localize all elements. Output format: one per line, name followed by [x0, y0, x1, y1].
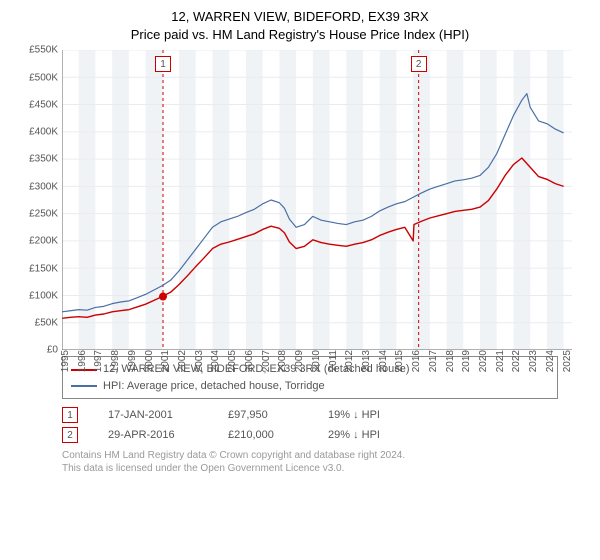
x-tick-label: 1996 [75, 350, 88, 372]
x-tick-label: 2014 [376, 350, 389, 372]
annotation-row: 2 29-APR-2016 £210,000 29% ↓ HPI [62, 425, 558, 445]
x-tick-label: 2013 [359, 350, 372, 372]
x-tick-label: 2025 [560, 350, 573, 372]
x-tick-label: 2016 [409, 350, 422, 372]
x-tick-label: 2020 [476, 350, 489, 372]
credits-line: This data is licensed under the Open Gov… [62, 462, 558, 475]
x-tick-label: 2022 [509, 350, 522, 372]
x-tick-label: 2017 [426, 350, 439, 372]
x-tick-label: 2006 [242, 350, 255, 372]
y-tick-label: £300K [29, 181, 62, 192]
sale-marker-dot [159, 293, 167, 301]
chart-title: 12, WARREN VIEW, BIDEFORD, EX39 3RX Pric… [12, 8, 588, 44]
y-tick-label: £450K [29, 99, 62, 110]
annotation-number-box: 2 [62, 427, 78, 443]
x-tick-label: 2021 [493, 350, 506, 372]
x-tick-label: 2000 [142, 350, 155, 372]
x-tick-label: 2002 [175, 350, 188, 372]
y-tick-label: £350K [29, 154, 62, 165]
x-tick-label: 2010 [309, 350, 322, 372]
x-tick-label: 2024 [543, 350, 556, 372]
y-tick-label: £50K [35, 318, 62, 329]
y-tick-label: £250K [29, 209, 62, 220]
legend-row: HPI: Average price, detached house, Torr… [71, 378, 549, 395]
x-tick-label: 2007 [259, 350, 272, 372]
x-tick-label: 2005 [225, 350, 238, 372]
x-tick-label: 2011 [326, 350, 339, 372]
annotation-price: £97,950 [228, 409, 298, 421]
x-tick-label: 1995 [58, 350, 71, 372]
y-tick-label: £150K [29, 263, 62, 274]
x-tick-label: 2012 [342, 350, 355, 372]
legend-swatch-blue [71, 385, 97, 387]
x-tick-label: 1997 [91, 350, 104, 372]
annotation-delta: 29% ↓ HPI [328, 429, 380, 441]
annotation-table: 1 17-JAN-2001 £97,950 19% ↓ HPI 2 29-APR… [62, 405, 558, 445]
legend-label: HPI: Average price, detached house, Torr… [103, 378, 325, 395]
annotation-number-box: 1 [62, 407, 78, 423]
x-tick-label: 1998 [108, 350, 121, 372]
x-tick-label: 1999 [125, 350, 138, 372]
page-root: 12, WARREN VIEW, BIDEFORD, EX39 3RX Pric… [0, 0, 600, 560]
x-tick-label: 2001 [158, 350, 171, 372]
title-address: 12, WARREN VIEW, BIDEFORD, EX39 3RX [12, 8, 588, 26]
x-tick-label: 2004 [208, 350, 221, 372]
annotation-date: 29-APR-2016 [108, 429, 198, 441]
x-tick-label: 2019 [459, 350, 472, 372]
y-tick-label: £100K [29, 290, 62, 301]
chart-annotation-marker: 1 [155, 56, 171, 72]
annotation-row: 1 17-JAN-2001 £97,950 19% ↓ HPI [62, 405, 558, 425]
chart-svg [62, 50, 572, 350]
x-tick-label: 2018 [443, 350, 456, 372]
title-subtitle: Price paid vs. HM Land Registry's House … [12, 26, 588, 44]
x-tick-label: 2008 [275, 350, 288, 372]
y-tick-label: £200K [29, 236, 62, 247]
x-tick-label: 2009 [292, 350, 305, 372]
y-tick-label: £500K [29, 72, 62, 83]
annotation-price: £210,000 [228, 429, 298, 441]
x-tick-label: 2015 [392, 350, 405, 372]
chart-annotation-marker: 2 [411, 56, 427, 72]
annotation-date: 17-JAN-2001 [108, 409, 198, 421]
x-tick-label: 2023 [526, 350, 539, 372]
credits: Contains HM Land Registry data © Crown c… [62, 449, 558, 475]
chart-area: £0£50K£100K£150K£200K£250K£300K£350K£400… [62, 50, 572, 350]
x-tick-label: 2003 [192, 350, 205, 372]
y-tick-label: £400K [29, 127, 62, 138]
annotation-delta: 19% ↓ HPI [328, 409, 380, 421]
y-tick-label: £550K [29, 45, 62, 56]
credits-line: Contains HM Land Registry data © Crown c… [62, 449, 558, 462]
